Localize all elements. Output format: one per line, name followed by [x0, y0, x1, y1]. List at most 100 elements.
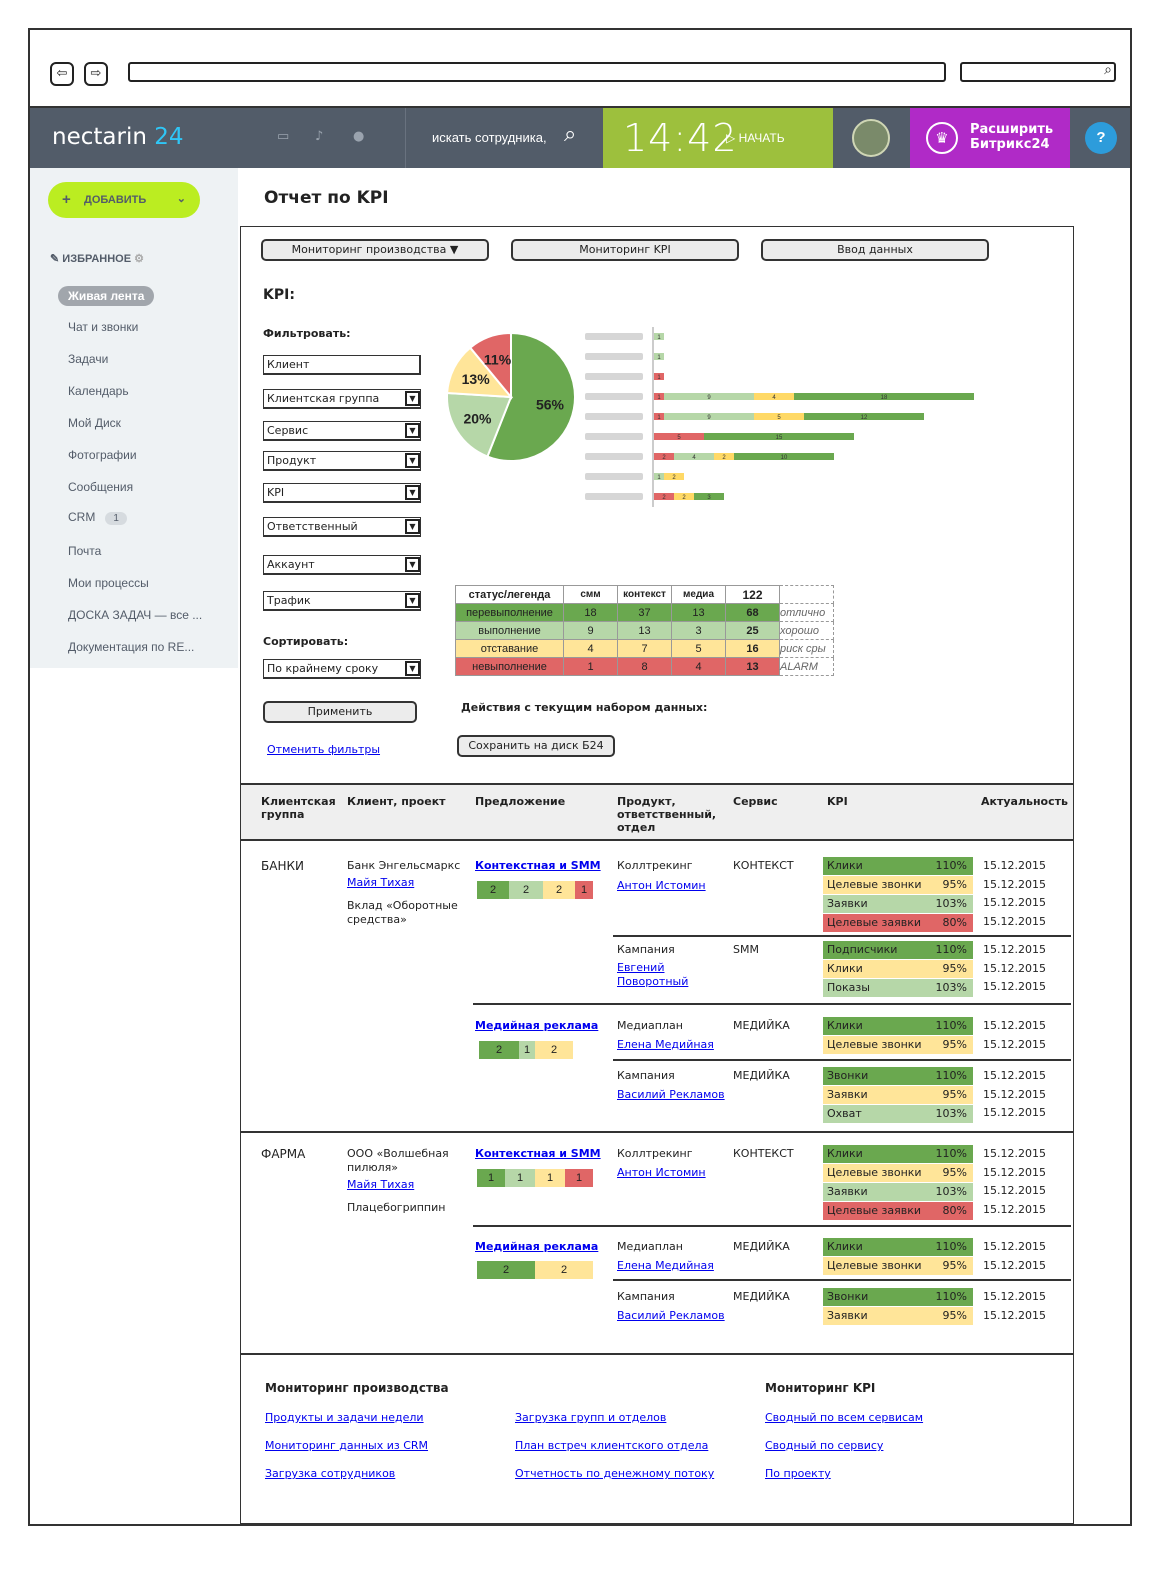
bar-value-label: 1 [657, 355, 661, 361]
bar-segment [804, 413, 924, 420]
chat-icon[interactable]: ▭ [277, 129, 290, 144]
date: 15.12.2015 [983, 1290, 1046, 1303]
bar-value-label: 10 [781, 455, 788, 461]
sidebar-item-crm[interactable]: CRM 1 [68, 510, 127, 525]
responsible-link[interactable]: Елена Медийная [617, 1259, 714, 1272]
footer-link[interactable]: Загрузка групп и отделов [515, 1411, 667, 1424]
service: МЕДИЙКА [733, 1019, 790, 1032]
offer-link[interactable]: Контекстная и SMM [475, 1147, 601, 1160]
footer-link[interactable]: Отчетность по денежному потоку [515, 1467, 715, 1480]
product-filter[interactable]: Продукт ▼ [263, 451, 421, 471]
bar-segment [654, 453, 674, 460]
avatar[interactable] [833, 108, 910, 168]
service: МЕДИЙКА [733, 1240, 790, 1253]
traffic-filter[interactable]: Трафик ▼ [263, 591, 421, 611]
sidebar-item-messages[interactable]: Сообщения [68, 480, 134, 494]
sidebar-item-disk[interactable]: Мой Диск [68, 416, 121, 430]
legend-row: отставание 4 7 5 16 риск сры [455, 639, 834, 658]
sidebar-item-board[interactable]: ДОСКА ЗАДАЧ — все ... [68, 608, 203, 622]
product: Коллтрекинг [617, 859, 693, 872]
footer-link[interactable]: Мониторинг данных из CRM [265, 1439, 429, 1452]
footer-link[interactable]: План встреч клиентского отдела [515, 1439, 709, 1452]
sidebar-item-feed[interactable]: Живая лента [58, 286, 155, 306]
actions-label: Действия с текущим набором данных: [461, 701, 708, 714]
person-link[interactable]: Майя Тихая [347, 876, 415, 889]
service: МЕДИЙКА [733, 1069, 790, 1082]
sidebar-item-calendar[interactable]: Календарь [68, 384, 129, 398]
bar-segment [654, 433, 704, 440]
work-time-widget[interactable]: 14:42 ▷ НАЧАТЬ [603, 108, 833, 168]
start-day-button[interactable]: ▷ НАЧАТЬ [726, 131, 785, 145]
footer-link[interactable]: Загрузка сотрудников [265, 1467, 396, 1480]
sidebar-item-photos[interactable]: Фотографии [68, 448, 137, 462]
cloud-icon[interactable]: ● [353, 129, 365, 144]
date: 15.12.2015 [983, 896, 1046, 909]
responsible-link[interactable]: Василий Рекламов [617, 1309, 725, 1322]
offer-link[interactable]: Медийная реклама [475, 1019, 599, 1032]
bar-segment [654, 353, 664, 360]
apply-button[interactable]: Применить [263, 701, 417, 723]
footer-link[interactable]: Продукты и задачи недели [265, 1411, 424, 1424]
pie-slice [486, 331, 576, 462]
offer-link[interactable]: Контекстная и SMM [475, 859, 601, 872]
tab-data-entry[interactable]: Ввод данных [761, 239, 989, 261]
service: МЕДИЙКА [733, 1290, 790, 1303]
sidebar-item-chat[interactable]: Чат и звонки [68, 320, 139, 334]
responsible-link[interactable]: Василий Рекламов [617, 1088, 725, 1101]
expand-button[interactable]: ♛ Расширить Битрикс24 [910, 108, 1070, 168]
service-filter[interactable]: Сервис ▼ [263, 421, 421, 441]
save-to-disk-button[interactable]: Сохранить на диск Б24 [457, 735, 615, 757]
dropdown-icon: ▼ [405, 453, 420, 468]
kpi-filter[interactable]: KPI ▼ [263, 483, 421, 503]
bar-value-label: 1 [657, 475, 661, 481]
favorites-header[interactable]: ✎ ИЗБРАННОЕ ⚙ [50, 253, 145, 265]
kpi-row: Заявки 95% [823, 1086, 973, 1104]
group-name: ФАРМА [261, 1147, 306, 1161]
footer-link[interactable]: Сводный по всем сервисам [765, 1411, 924, 1424]
sort-select[interactable]: По крайнему сроку ▼ [263, 659, 421, 679]
employee-search[interactable]: искать сотрудника, ⌕ [405, 108, 603, 168]
responsible-link[interactable]: Антон Истомин [617, 879, 706, 892]
responsible-filter[interactable]: Ответственный ▼ [263, 517, 421, 537]
responsible-link[interactable]: Елена Медийная [617, 1038, 714, 1051]
logo[interactable]: nectarin 24 [52, 124, 184, 150]
back-button[interactable]: ⇦ [50, 62, 74, 86]
pie-label: 56% [536, 396, 565, 412]
product: Медиаплан [617, 1240, 683, 1253]
browser-search[interactable]: ⌕ [960, 62, 1116, 82]
bar-value-label: 5 [777, 415, 781, 421]
client-group-filter[interactable]: Клиентская группа ▼ [263, 389, 421, 409]
responsible-link[interactable]: Евгений Поворотный [617, 961, 689, 988]
responsible-link[interactable]: Антон Истомин [617, 1166, 706, 1179]
footer-link[interactable]: По проекту [765, 1467, 831, 1480]
dropdown-icon: ▼ [405, 557, 420, 572]
kpi-row: Целевые звонки 95% [823, 1257, 973, 1275]
kpi-row: Охват 103% [823, 1105, 973, 1123]
footer-link[interactable]: Сводный по сервису [765, 1439, 884, 1452]
magnifier-icon: ⌕ [1104, 62, 1112, 78]
add-button[interactable]: + ДОБАВИТЬ ⌄ [48, 182, 200, 218]
tab-production[interactable]: Мониторинг производства ▼ [261, 239, 489, 261]
sidebar-item-docs[interactable]: Документация по RE... [68, 640, 195, 654]
forward-button[interactable]: ⇨ [84, 62, 108, 86]
bar-category-label [585, 473, 643, 480]
legend-header: контекст [617, 585, 672, 604]
client-name: Банк Энгельсмаркс [347, 859, 461, 872]
product: Коллтрекинг [617, 1147, 693, 1160]
sidebar-item-mail[interactable]: Почта [68, 544, 102, 558]
date: 15.12.2015 [983, 980, 1046, 993]
help-button[interactable]: ? [1085, 122, 1117, 154]
client-filter[interactable]: Клиент [263, 355, 421, 375]
bar-segment [694, 493, 724, 500]
cancel-filters-link[interactable]: Отменить фильтры [267, 743, 381, 756]
sidebar-item-tasks[interactable]: Задачи [68, 352, 109, 366]
sidebar-item-processes[interactable]: Мои процессы [68, 576, 149, 590]
bar-value-label: 2 [662, 455, 666, 461]
bell-icon[interactable]: ♪ [315, 129, 324, 144]
offer-link[interactable]: Медийная реклама [475, 1240, 599, 1253]
account-filter[interactable]: Аккаунт ▼ [263, 555, 421, 575]
tab-kpi[interactable]: Мониторинг KPI [511, 239, 739, 261]
person-link[interactable]: Майя Тихая [347, 1178, 415, 1191]
address-bar[interactable] [128, 62, 946, 82]
